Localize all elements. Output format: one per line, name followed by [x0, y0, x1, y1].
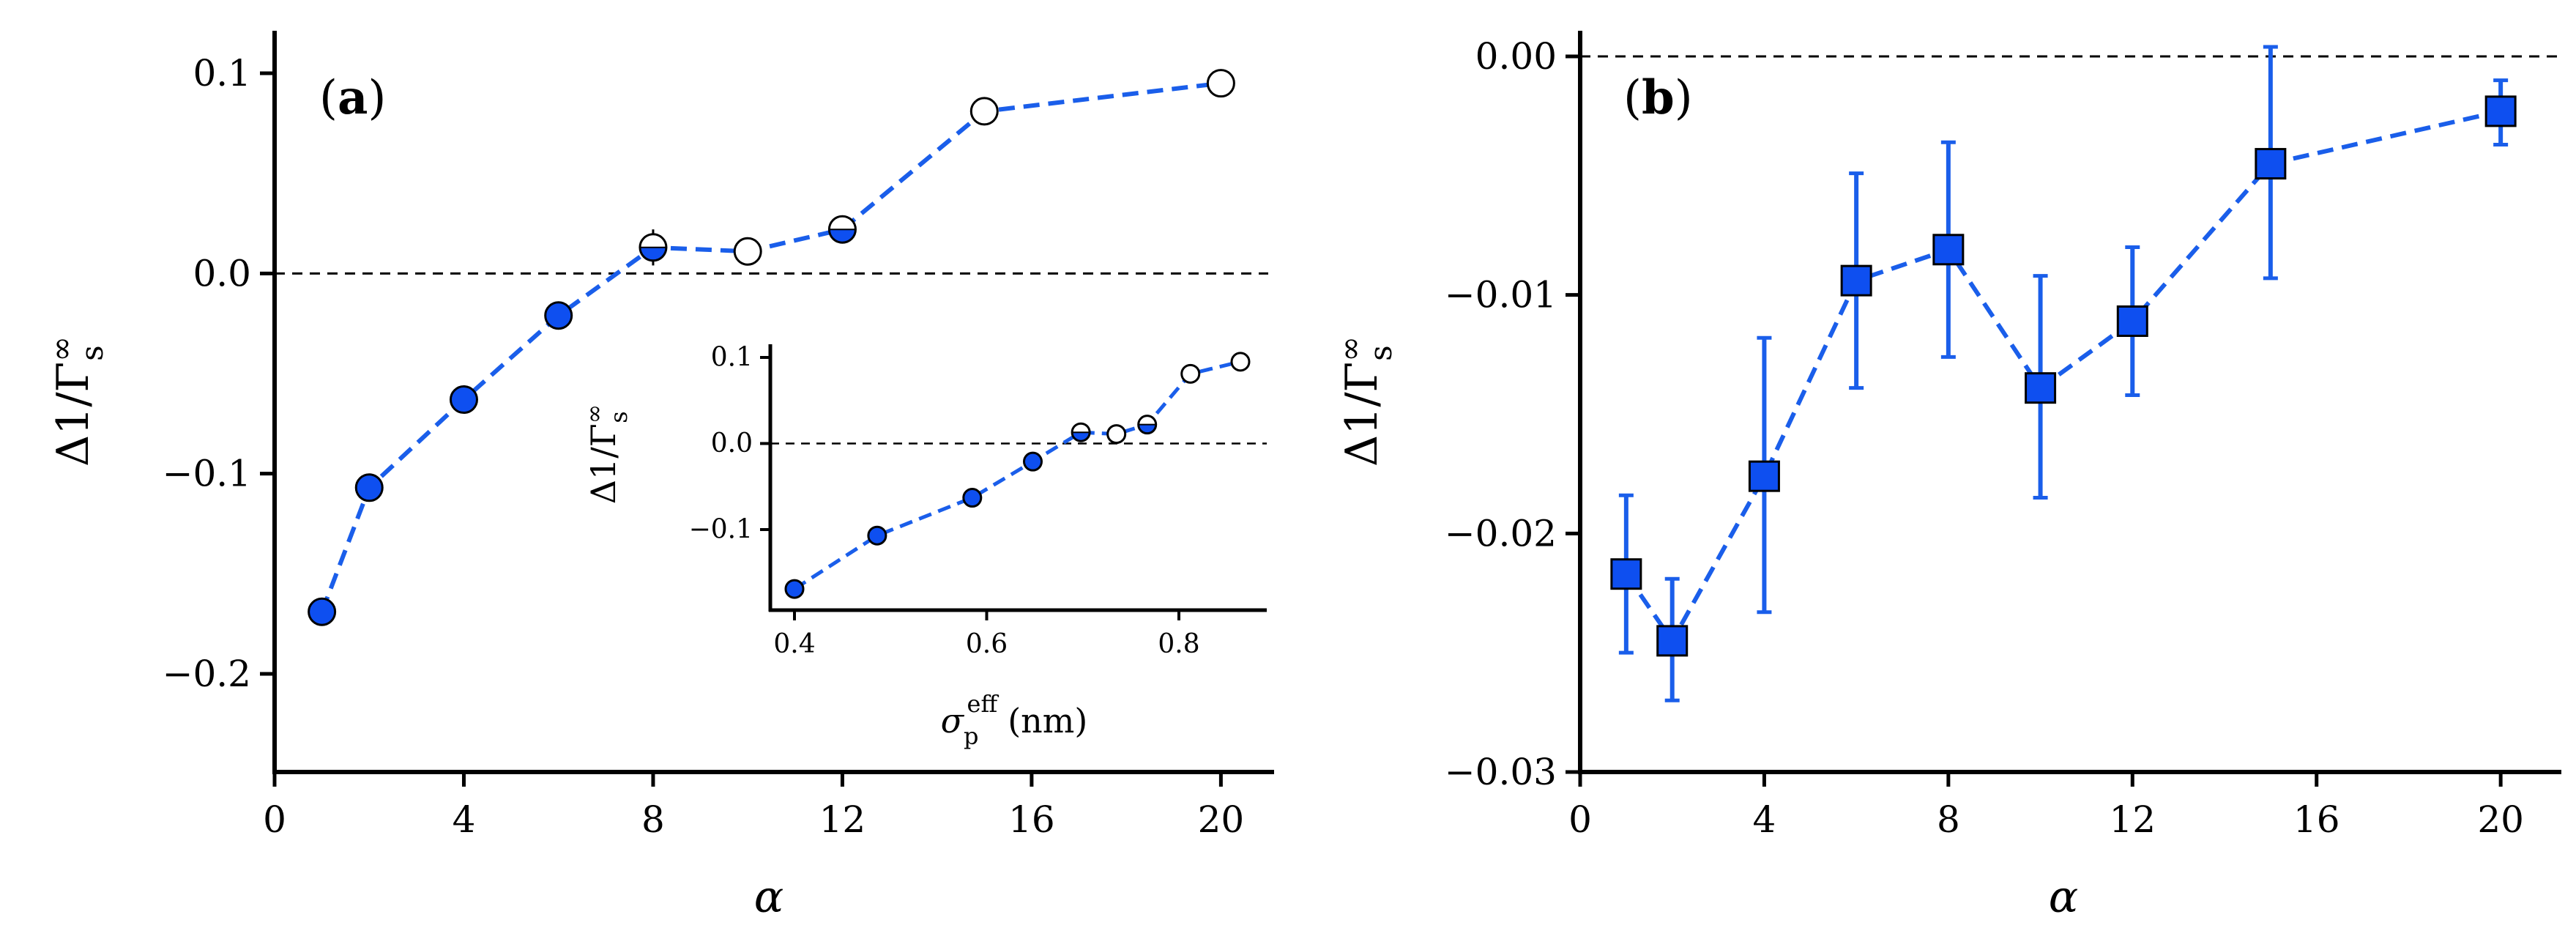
- panel-b-marker-2: [1748, 460, 1780, 492]
- inset-y-tick-label-2: 0.1: [711, 343, 753, 373]
- panel-a-x-tick-label-2: 8: [641, 798, 665, 841]
- panel-b-marker-4: [1932, 234, 1965, 266]
- inset-x-tick-label-1: 0.6: [966, 629, 1008, 659]
- panel-b-y-axis-label: Δ1/Γ∞s: [1332, 336, 1399, 467]
- inset-x-tick-label-2: 0.8: [1158, 629, 1199, 659]
- panel-a-x-tick-label-5: 20: [1198, 798, 1245, 841]
- panel-b-marker-1: [1656, 625, 1689, 657]
- panel-a-x-tick-label-0: 0: [263, 798, 286, 841]
- inset-y-tick-label-1: 0.0: [711, 428, 753, 459]
- panel-a-marker-0: [308, 597, 337, 626]
- panel-a-marker-5: [733, 237, 762, 266]
- inset-y-axis-label: Δ1/Γ∞s: [580, 404, 633, 505]
- panel-b-y-tick-label-3: 0.00: [1475, 35, 1557, 78]
- inset-y-tick-label-0: −0.1: [689, 515, 753, 545]
- panel-b-y-tick-label-1: −0.02: [1445, 512, 1557, 554]
- panel-b-y-tick-label-2: −0.01: [1445, 274, 1557, 316]
- inset-marker-0: [784, 579, 805, 599]
- panel-a-x-tick-label-3: 12: [819, 798, 866, 841]
- panel-b-x-axis-label: α: [2049, 872, 2079, 923]
- inset-x-axis-label: σpeff (nm): [941, 690, 1088, 750]
- inset-marker-2: [962, 488, 983, 508]
- panel-b-label: (b): [1623, 70, 1693, 125]
- panel-b-x-tick-label-5: 20: [2477, 798, 2524, 841]
- panel-a-y-tick-label-1: −0.1: [163, 453, 251, 495]
- inset-marker-7: [1180, 363, 1201, 384]
- inset-marker-1: [867, 525, 887, 546]
- inset-marker-3: [1023, 451, 1043, 472]
- panel-b-marker-7: [2255, 148, 2287, 180]
- panel-a-marker-7: [969, 97, 999, 126]
- panel-b-chart: 0 4 8 12 16 20 −0.03 −0.02 −0.01 0.00 (b) α Δ1/Γ∞…: [1332, 31, 2561, 923]
- panel-a-marker-1: [354, 473, 384, 502]
- panel-b-x-tick-label-3: 12: [2109, 798, 2156, 841]
- panel-a-label: (a): [319, 70, 386, 125]
- panel-b-marker-8: [2484, 95, 2517, 127]
- inset-marker-6: [1137, 415, 1158, 435]
- panel-a-y-tick-label-0: −0.2: [163, 653, 251, 695]
- panel-b-marker-3: [1840, 264, 1872, 297]
- inset-marker-4: [1071, 422, 1091, 442]
- panel-b-x-tick-label-2: 8: [1937, 798, 1960, 841]
- panel-b-marker-6: [2116, 305, 2148, 337]
- panel-b-x-tick-label-1: 4: [1753, 798, 1776, 841]
- panel-a-x-tick-label-4: 16: [1008, 798, 1055, 841]
- inset-x-tick-label-0: 0.4: [773, 629, 815, 659]
- panel-a-marker-6: [827, 215, 857, 244]
- panel-a-y-tick-label-2: 0.0: [193, 252, 251, 294]
- inset-series-line: [793, 360, 1241, 591]
- panel-a-y-axis-label: Δ1/Γ∞s: [43, 336, 110, 467]
- panel-b-marker-5: [2025, 372, 2057, 404]
- panel-a-chart: 0 4 8 12 16 20 −0.2 −0.1 0.0 0.1 (a) α Δ1/Γ∞s 0.4…: [43, 31, 1274, 923]
- panel-a-marker-2: [449, 385, 478, 415]
- panel-b-x-tick-label-0: 0: [1568, 798, 1592, 841]
- inset-marker-8: [1230, 352, 1251, 372]
- panel-a-y-tick-label-3: 0.1: [193, 52, 251, 94]
- panel-a-inset-chart: 0.4 0.6 0.8 −0.1 0.0 0.1 σpeff (nm) Δ1/Γ∞s: [580, 343, 1267, 750]
- panel-a-x-tick-label-1: 4: [453, 798, 476, 841]
- panel-a-marker-3: [544, 301, 573, 330]
- panel-b-marker-0: [1610, 558, 1642, 590]
- panel-a-marker-8: [1206, 69, 1235, 98]
- panel-b-x-tick-label-4: 16: [2293, 798, 2340, 841]
- panel-a-marker-4: [639, 233, 668, 262]
- panel-a-x-axis-label: α: [754, 872, 784, 923]
- inset-marker-5: [1106, 424, 1127, 445]
- panel-b-series-line: [1624, 108, 2501, 645]
- panel-b-y-tick-label-0: −0.03: [1445, 751, 1557, 793]
